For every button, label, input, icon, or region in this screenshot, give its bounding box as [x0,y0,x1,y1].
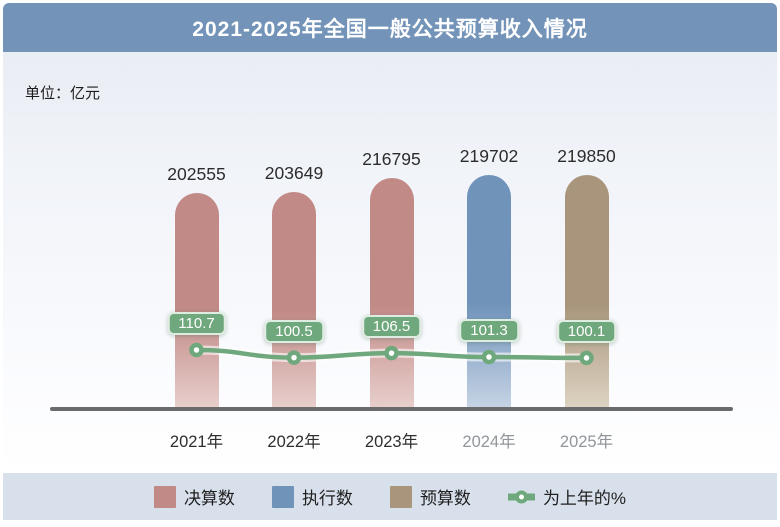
bar-value-label: 216795 [362,149,421,169]
bar-2023年 [369,178,414,409]
bar-2024年 [467,175,511,409]
page-title: 2021-2025年全国一般公共预算收入情况 [192,17,588,41]
plot-canvas: 202555 203649 216795 219702 219850 2021年 2022年… [3,52,777,470]
legend-label: 预算数 [419,489,471,508]
legend-item-决算数: 决算数 [153,484,235,509]
x-axis-label: 2022年 [267,433,321,451]
pct-value-badge: 106.5 [361,315,422,339]
unit-label: 单位：亿元 [25,85,101,102]
legend-label: 决算数 [183,489,235,508]
line-marker-icon [507,490,535,503]
legend: 决算数 执行数 预算数 为上年的% [3,473,777,520]
pct-value-badge: 101.3 [459,319,519,343]
legend-swatch-icon [271,485,294,508]
title-bar: 2021-2025年全国一般公共预算收入情况 [3,3,777,52]
legend-label: 为上年的% [542,489,627,508]
bar-2021年 [174,193,219,409]
bar-value-label: 202555 [167,164,226,184]
legend-label: 执行数 [301,489,353,508]
x-axis-label: 2023年 [364,433,419,451]
x-axis-line [50,407,733,411]
bar-2022年 [272,192,316,409]
legend-item-执行数: 执行数 [271,484,353,509]
bar-value-label: 219702 [459,146,519,166]
x-axis-label: 2021年 [169,433,224,451]
chart-area: 单位：亿元 202555 203649 216795 219702 219850 2021… [3,52,777,470]
x-axis-label: 2024年 [462,433,516,451]
legend-swatch-icon [153,485,176,508]
bar-value-label: 203649 [264,163,324,183]
pct-value-badge: 100.1 [556,319,617,343]
legend-item-为上年的%: 为上年的% [507,484,627,509]
pct-value-badge: 110.7 [167,311,226,335]
x-axis-label: 2025年 [559,433,614,451]
legend-swatch-icon [389,485,412,508]
legend-item-预算数: 预算数 [389,484,471,509]
bar-2025年 [564,175,609,409]
pct-value-badge: 100.5 [264,319,324,343]
bar-value-label: 219850 [557,146,616,166]
